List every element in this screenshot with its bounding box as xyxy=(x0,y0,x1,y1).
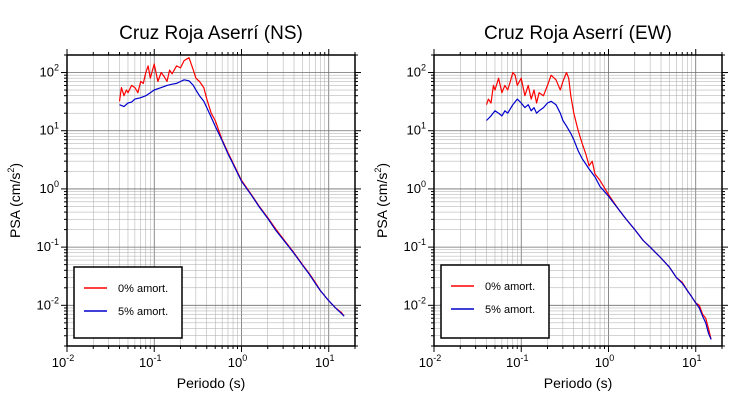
chart-2-legend-box xyxy=(440,264,550,339)
chart-1-series-line-2 xyxy=(119,79,345,317)
chart-2-x-tick-label: 10-2 xyxy=(419,353,441,370)
chart-1-y-tick-label: 102 xyxy=(40,63,59,80)
chart-1-legend-label-1: 0% amort. xyxy=(118,283,168,295)
chart-1-x-tick-label: 10-1 xyxy=(139,353,161,370)
chart-2-y-tick-label: 10-1 xyxy=(404,237,426,254)
chart-1-legend-box xyxy=(73,266,183,339)
chart-1-legend-label-2: 5% amort. xyxy=(118,306,168,318)
chart-2-frame xyxy=(433,54,723,347)
chart-1-y-axis-label: PSA (cm/s2) xyxy=(6,163,23,238)
chart-2-y-axis-label: PSA (cm/s2) xyxy=(373,163,390,238)
chart-2-title: Cruz Roja Aserrí (EW) xyxy=(484,23,672,44)
chart-1-x-tick-label: 100 xyxy=(228,353,247,370)
chart-2-y-tick-label: 101 xyxy=(407,121,426,138)
chart-2-series-line-2 xyxy=(486,98,712,340)
chart-1-x-tick-label: 101 xyxy=(315,353,334,370)
chart-2-legend-label-2: 5% amort. xyxy=(485,304,535,316)
chart-1-title: Cruz Roja Aserrí (NS) xyxy=(119,23,303,44)
chart-1-series xyxy=(118,57,345,317)
chart-2-x-tick-label: 10-1 xyxy=(506,353,528,370)
chart-2-x-tick-label: 100 xyxy=(595,353,614,370)
chart-2-tick-labels: 10-2 10-1 100 101 10-2 10-1 100 101 102 xyxy=(404,63,702,370)
chart-1-y-tick-label: 10-1 xyxy=(37,237,59,254)
chart-2-series xyxy=(485,71,712,340)
chart-1-y-tick-label: 101 xyxy=(40,121,59,138)
chart-2-legend: 0% amort. 5% amort. xyxy=(440,264,550,339)
chart-2-legend-label-1: 0% amort. xyxy=(485,281,535,293)
chart-2: 10-2 10-1 100 101 10-2 10-1 100 101 102 Cruz Roja… xyxy=(373,23,728,391)
chart-1: 10-2 10-1 100 101 10-2 10-1 100 101 102 Cruz Roja… xyxy=(6,23,361,391)
chart-2-x-tick-label: 101 xyxy=(682,353,701,370)
chart-1-tick-labels: 10-2 10-1 100 101 10-2 10-1 100 101 102 xyxy=(37,63,335,370)
chart-1-legend: 0% amort. 5% amort. xyxy=(73,266,183,339)
chart-1-y-tick-label: 100 xyxy=(40,179,59,196)
chart-2-y-tick-label: 10-2 xyxy=(404,295,426,312)
chart-2-y-tick-label: 100 xyxy=(407,179,426,196)
chart-2-x-axis-label: Periodo (s) xyxy=(544,375,612,391)
chart-1-y-tick-label: 10-2 xyxy=(37,295,59,312)
chart-1-x-tick-label: 10-2 xyxy=(52,353,74,370)
chart-1-frame xyxy=(66,54,356,347)
chart-2-y-tick-label: 102 xyxy=(407,63,426,80)
chart-1-x-axis-label: Periodo (s) xyxy=(177,375,245,391)
